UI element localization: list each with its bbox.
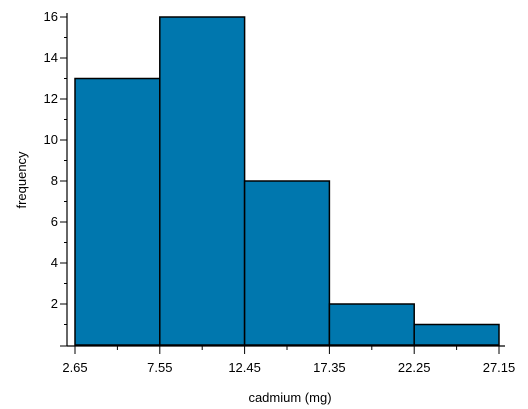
- histogram-bar: [413, 323, 500, 346]
- x-tick-label: 2.65: [62, 360, 87, 375]
- histogram-bar: [328, 303, 415, 346]
- histogram-bar: [243, 180, 331, 346]
- x-tick-label: 22.25: [398, 360, 431, 375]
- y-tick-label: 12: [44, 91, 58, 106]
- y-tick-label: 4: [51, 255, 58, 270]
- y-tick-label: 8: [51, 173, 58, 188]
- x-axis-title: cadmium (mg): [248, 390, 331, 405]
- y-tick-label: 10: [44, 132, 58, 147]
- bars-layer: [74, 16, 500, 346]
- histogram-bar: [74, 77, 161, 346]
- axes-layer: [60, 13, 505, 354]
- histogram-bar: [159, 16, 246, 346]
- y-tick-label: 14: [44, 50, 58, 65]
- x-tick-label: 7.55: [147, 360, 172, 375]
- y-axis-title: frequency: [14, 151, 29, 209]
- x-tick-label: 12.45: [228, 360, 261, 375]
- x-tick-label: 17.35: [313, 360, 346, 375]
- x-tick-label: 27.15: [483, 360, 516, 375]
- y-tick-label: 6: [51, 214, 58, 229]
- y-tick-label: 16: [44, 9, 58, 24]
- y-tick-label: 2: [51, 296, 58, 311]
- labels-layer: 2 4 6 8 10 12 14 16 2.65 7.55 12.45 17.35 22.25 27.15: [44, 9, 516, 375]
